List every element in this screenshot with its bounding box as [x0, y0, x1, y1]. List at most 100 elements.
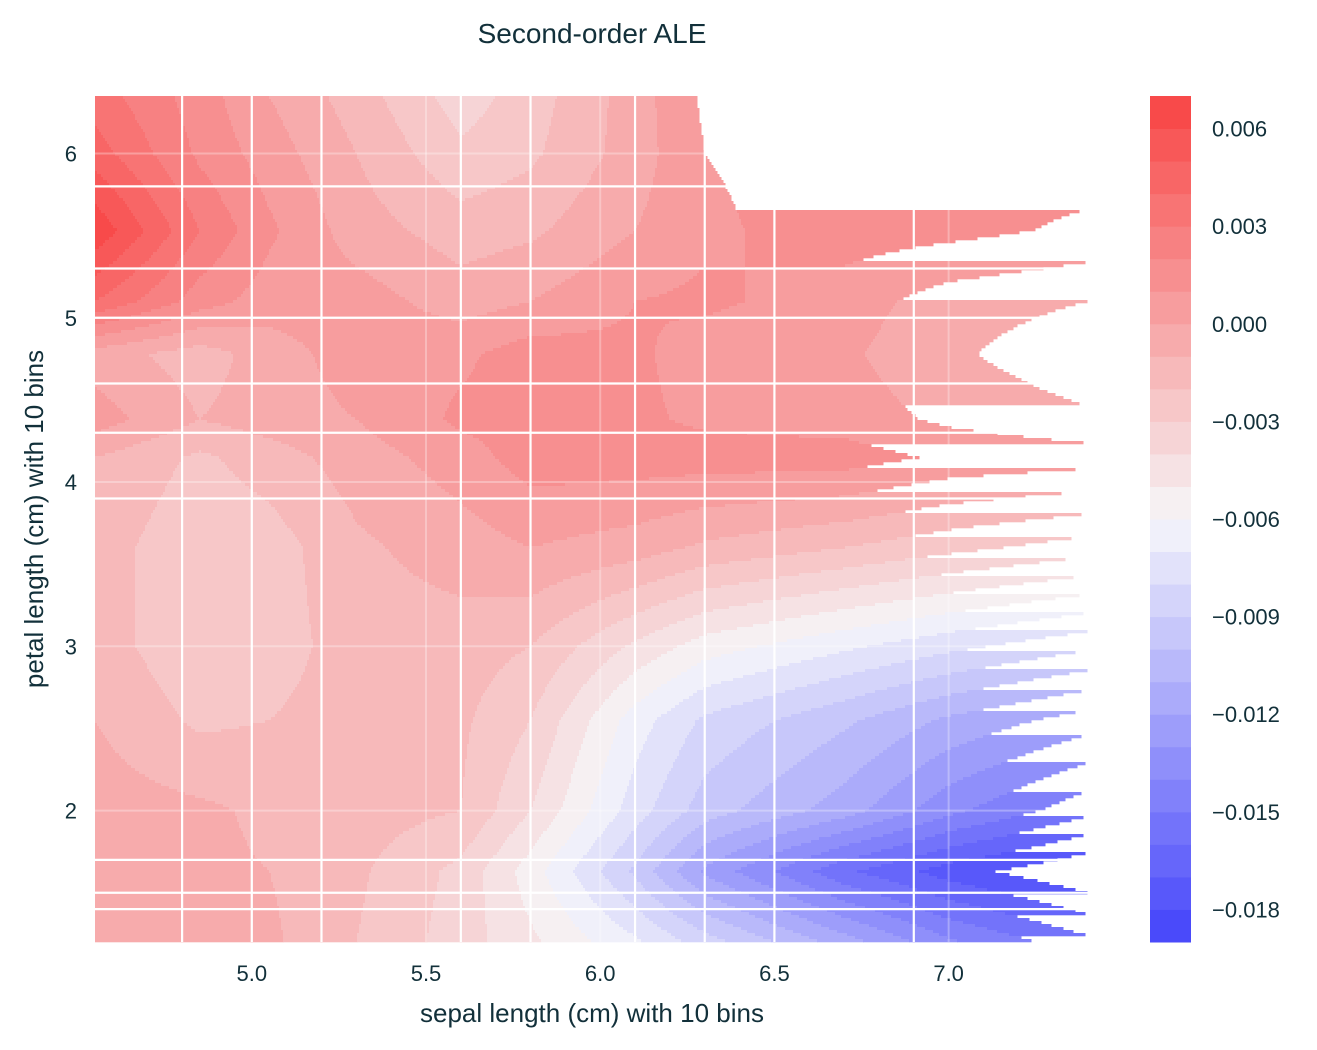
contour-band-segment — [841, 675, 938, 679]
contour-band-segment — [695, 720, 774, 724]
contour-band-segment — [601, 705, 634, 709]
contour-band-segment — [95, 687, 162, 691]
contour-band-segment — [191, 243, 230, 247]
contour-band-segment — [607, 759, 638, 763]
contour-band-segment — [115, 153, 154, 157]
contour-band-segment — [157, 351, 232, 355]
contour-band-segment — [585, 606, 652, 610]
contour-band-segment — [533, 801, 564, 805]
contour-band-segment — [943, 816, 1012, 820]
contour-band-segment — [695, 852, 732, 856]
contour-band-segment — [667, 681, 722, 685]
contour-band-segment — [385, 99, 438, 103]
contour-band-segment — [679, 816, 718, 820]
contour-band-segment — [929, 798, 994, 802]
contour-band-segment — [95, 309, 106, 313]
contour-band-segment — [691, 729, 760, 733]
contour-band-segment — [623, 681, 668, 685]
contour-band-segment — [95, 792, 186, 796]
contour-band-segment — [745, 261, 854, 265]
contour-band-segment — [587, 639, 638, 643]
contour-band-segment — [607, 825, 638, 829]
contour-band-segment — [793, 813, 856, 817]
contour-band-segment — [95, 291, 110, 295]
contour-band-segment — [235, 234, 278, 238]
contour-band-segment — [839, 588, 976, 592]
contour-band-segment — [835, 735, 906, 739]
contour-band-segment — [159, 159, 198, 163]
contour-band-segment — [229, 369, 320, 373]
contour-band-segment — [111, 186, 146, 190]
contour-band-segment — [385, 204, 572, 208]
contour-band-segment — [95, 666, 148, 670]
contour-band-segment — [383, 849, 466, 853]
contour-band-segment — [95, 510, 154, 514]
contour-band-segment — [957, 780, 1036, 784]
contour-band-segment — [193, 345, 208, 349]
contour-band-segment — [531, 645, 578, 649]
contour-band-segment — [543, 153, 604, 157]
contour-band-segment — [365, 171, 430, 175]
contour-band-segment — [693, 693, 774, 697]
contour-band-segment — [95, 924, 282, 928]
contour-band-segment — [601, 834, 630, 838]
contour-band-segment — [683, 699, 754, 703]
contour-band-segment — [483, 879, 518, 883]
contour-band-segment — [527, 336, 658, 340]
contour-band-segment — [601, 774, 632, 778]
contour-band-segment — [541, 834, 572, 838]
contour-band-segment — [527, 912, 568, 916]
contour-band-segment — [141, 297, 182, 301]
contour-band-segment — [897, 300, 1088, 304]
contour-band-segment — [95, 759, 126, 763]
contour-band-segment — [993, 765, 1078, 769]
contour-band-segment — [95, 213, 106, 217]
contour-band-segment — [707, 864, 748, 868]
contour-band-segment — [711, 915, 756, 919]
contour-band-segment — [827, 654, 934, 658]
contour-band-segment — [427, 936, 488, 940]
contour-band-segment — [607, 108, 658, 112]
contour-band-segment — [247, 840, 394, 844]
contour-band-segment — [159, 246, 190, 250]
contour-band-segment — [741, 222, 1048, 226]
contour-band-segment — [905, 660, 1020, 664]
contour-band-segment — [183, 390, 222, 394]
contour-band-segment — [653, 690, 698, 694]
contour-band-segment — [253, 852, 382, 856]
contour-band-segment — [95, 420, 126, 424]
contour-band-segment — [891, 309, 1056, 313]
contour-band-segment — [305, 582, 430, 586]
contour-band-segment — [693, 426, 952, 430]
contour-band-segment — [199, 165, 250, 169]
contour-band-segment — [577, 759, 608, 763]
contour-band-segment — [531, 921, 574, 925]
contour-band-segment — [845, 546, 1004, 550]
contour-band-segment — [477, 258, 598, 262]
contour-band-segment — [551, 678, 590, 682]
contour-band-segment — [543, 831, 574, 835]
contour-band-segment — [575, 924, 620, 928]
contour-band-segment — [487, 312, 630, 316]
contour-band-segment — [987, 927, 1064, 931]
contour-band-segment — [373, 276, 572, 280]
contour-band-segment — [677, 870, 702, 874]
contour-band-segment — [95, 621, 136, 625]
contour-band-segment — [121, 282, 160, 286]
contour-band-segment — [689, 732, 756, 736]
contour-band-segment — [491, 525, 628, 529]
contour-band-segment — [179, 462, 226, 466]
contour-band-segment — [819, 612, 946, 616]
contour-band-segment — [285, 126, 344, 130]
contour-band-segment — [563, 213, 644, 217]
contour-band-segment — [485, 894, 522, 898]
contour-band-segment — [553, 114, 608, 118]
contour-fill — [95, 96, 1088, 943]
contour-band-segment — [425, 471, 512, 475]
contour-band-segment — [95, 765, 132, 769]
x-tick-label: 5.0 — [236, 961, 267, 986]
contour-band-segment — [103, 243, 132, 247]
contour-band-segment — [871, 852, 928, 856]
contour-band-segment — [275, 714, 476, 718]
contour-band-segment — [913, 771, 978, 775]
